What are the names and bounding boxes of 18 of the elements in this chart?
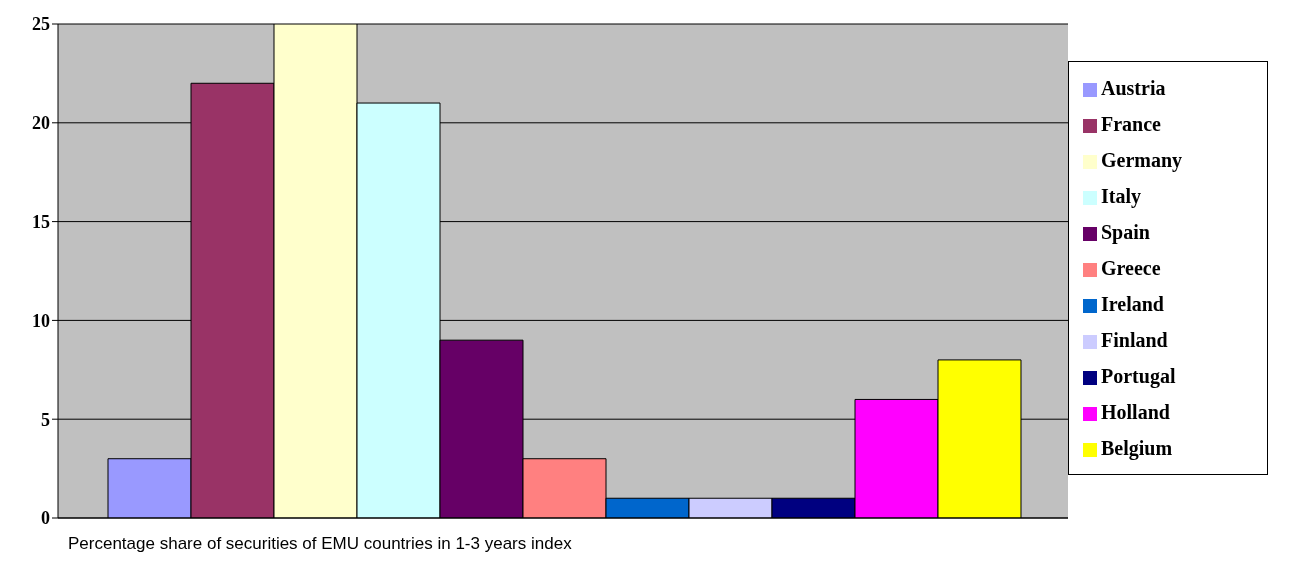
- legend-label: Greece: [1101, 257, 1161, 279]
- legend-label: Spain: [1101, 221, 1150, 243]
- legend-label: Austria: [1101, 77, 1166, 99]
- legend-label: Belgium: [1101, 437, 1173, 459]
- y-tick-label: 10: [32, 310, 50, 331]
- legend-label: Finland: [1101, 329, 1168, 351]
- y-tick-label: 0: [41, 508, 50, 529]
- y-tick-label: 25: [32, 14, 50, 35]
- y-tick-label: 15: [32, 211, 50, 232]
- legend-label: Germany: [1101, 149, 1183, 171]
- legend-label: Ireland: [1101, 293, 1164, 315]
- text: Percentage share of securities of EMU countries in 1-3 years index: [68, 534, 573, 554]
- legend-label: France: [1101, 113, 1161, 135]
- legend-label: Italy: [1101, 185, 1141, 207]
- y-tick-label: 20: [32, 113, 50, 134]
- legend-label: Portugal: [1101, 365, 1176, 387]
- y-tick-label: 5: [41, 409, 50, 430]
- legend-label: Holland: [1101, 401, 1170, 423]
